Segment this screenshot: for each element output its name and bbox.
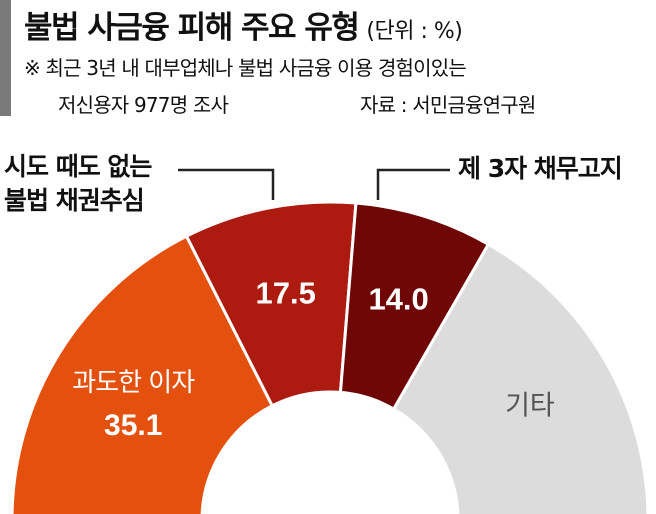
survey-note: ※ 최근 3년 내 대부업체나 불법 사금융 이용 경험이있는 [24,56,467,80]
survey-sample-note: 저신용자 977명 조사 [58,93,229,117]
title-row: 불법 사금융 피해 주요 유형 (단위 : %) [24,2,463,47]
callout-label-left: 시도 때도 없는 불법 채권추심 [4,150,152,218]
slice-value-label-1: 35.1 [104,409,162,442]
slice-name-label-4: 기타 [505,390,555,421]
pie-slice-1 [10,234,275,514]
title-accent-bar [0,0,11,116]
callout-left-line1: 시도 때도 없는 [4,152,152,181]
slice-value-label-3: 14.0 [368,281,428,316]
unit-label: (단위 : %) [366,19,463,44]
slice-name-label-1: 과도한 이자 [72,368,195,398]
pie-slice-4 [391,242,650,514]
leader-line-left [178,168,275,200]
slice-value-label-2: 17.5 [255,275,315,310]
callout-label-right: 제 3자 채무고지 [458,154,623,183]
leader-line-right [376,168,450,200]
callout-left-line2: 불법 채권추심 [4,186,145,215]
source-note: 자료 : 서민금융연구원 [360,93,536,117]
chart-title: 불법 사금융 피해 주요 유형 [24,10,360,46]
